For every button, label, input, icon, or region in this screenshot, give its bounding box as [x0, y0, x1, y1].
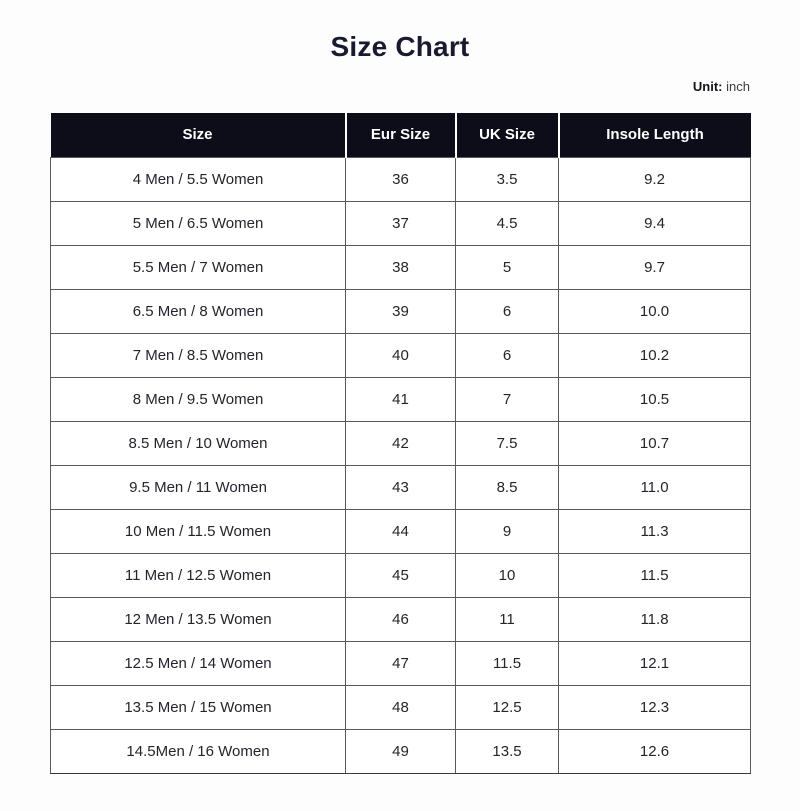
cell-eur: 48 [345, 684, 456, 730]
cell-uk: 11 [455, 596, 559, 642]
size-table-container: Size Eur Size UK Size Insole Length 4 Me… [50, 113, 751, 774]
unit-value: inch [726, 79, 750, 94]
page-title: Size Chart [330, 31, 470, 62]
table-row: 6.5 Men / 8 Women 39 6 10.0 [50, 288, 751, 334]
cell-insole: 11.5 [558, 552, 751, 598]
column-header-uk: UK Size [455, 113, 560, 157]
cell-uk: 4.5 [455, 200, 559, 246]
cell-insole: 9.4 [558, 200, 751, 246]
cell-size: 12.5 Men / 14 Women [50, 640, 346, 686]
table-row: 8 Men / 9.5 Women 41 7 10.5 [50, 376, 751, 422]
cell-eur: 47 [345, 640, 456, 686]
table-row: 4 Men / 5.5 Women 36 3.5 9.2 [50, 156, 751, 202]
unit-note: Unit: inch [693, 79, 750, 95]
column-header-eur: Eur Size [345, 113, 457, 157]
cell-uk: 10 [455, 552, 559, 598]
table-row: 14.5Men / 16 Women 49 13.5 12.6 [50, 728, 751, 774]
cell-size: 5 Men / 6.5 Women [50, 200, 346, 246]
cell-size: 9.5 Men / 11 Women [50, 464, 346, 510]
cell-insole: 9.7 [558, 244, 751, 290]
unit-label: Unit: [692, 79, 723, 94]
cell-uk: 9 [455, 508, 559, 554]
cell-eur: 40 [345, 332, 456, 378]
cell-insole: 12.1 [558, 640, 751, 686]
cell-eur: 41 [345, 376, 456, 422]
table-row: 5 Men / 6.5 Women 37 4.5 9.4 [50, 200, 751, 246]
cell-uk: 5 [455, 244, 559, 290]
cell-size: 5.5 Men / 7 Women [50, 244, 346, 290]
cell-uk: 8.5 [455, 464, 559, 510]
table-row: 12.5 Men / 14 Women 47 11.5 12.1 [50, 640, 751, 686]
table-body: 4 Men / 5.5 Women 36 3.5 9.2 5 Men / 6.5 Wom… [50, 156, 751, 774]
cell-eur: 49 [345, 728, 456, 774]
table-row: 13.5 Men / 15 Women 48 12.5 12.3 [50, 684, 751, 730]
cell-uk: 13.5 [455, 728, 559, 774]
cell-insole: 12.6 [558, 728, 751, 774]
cell-uk: 6 [455, 288, 559, 334]
cell-size: 13.5 Men / 15 Women [50, 684, 346, 730]
cell-insole: 9.2 [558, 156, 751, 202]
table-row: 8.5 Men / 10 Women 42 7.5 10.7 [50, 420, 751, 466]
cell-eur: 38 [345, 244, 456, 290]
table-header: Size Eur Size UK Size Insole Length [50, 113, 751, 157]
cell-eur: 45 [345, 552, 456, 598]
cell-eur: 39 [345, 288, 456, 334]
cell-uk: 11.5 [455, 640, 559, 686]
cell-uk: 7.5 [455, 420, 559, 466]
cell-insole: 10.0 [558, 288, 751, 334]
table-header-row: Size Eur Size UK Size Insole Length [50, 113, 751, 157]
table-row: 12 Men / 13.5 Women 46 11 11.8 [50, 596, 751, 642]
size-chart-table: Size Eur Size UK Size Insole Length 4 Me… [50, 113, 751, 774]
cell-eur: 36 [345, 156, 456, 202]
table-row: 9.5 Men / 11 Women 43 8.5 11.0 [50, 464, 751, 510]
cell-size: 10 Men / 11.5 Women [50, 508, 346, 554]
cell-size: 8.5 Men / 10 Women [50, 420, 346, 466]
cell-size: 6.5 Men / 8 Women [50, 288, 346, 334]
cell-size: 8 Men / 9.5 Women [50, 376, 346, 422]
cell-insole: 10.7 [558, 420, 751, 466]
cell-uk: 3.5 [455, 156, 559, 202]
cell-uk: 12.5 [455, 684, 559, 730]
cell-insole: 11.8 [558, 596, 751, 642]
table-row: 10 Men / 11.5 Women 44 9 11.3 [50, 508, 751, 554]
cell-eur: 46 [345, 596, 456, 642]
cell-size: 12 Men / 13.5 Women [50, 596, 346, 642]
cell-eur: 44 [345, 508, 456, 554]
cell-insole: 11.0 [558, 464, 751, 510]
cell-eur: 37 [345, 200, 456, 246]
cell-insole: 10.5 [558, 376, 751, 422]
column-header-size: Size [50, 113, 347, 157]
cell-uk: 6 [455, 332, 559, 378]
cell-insole: 11.3 [558, 508, 751, 554]
cell-size: 4 Men / 5.5 Women [50, 156, 346, 202]
cell-size: 11 Men / 12.5 Women [50, 552, 346, 598]
column-header-insole: Insole Length [558, 113, 751, 157]
cell-eur: 42 [345, 420, 456, 466]
table-row: 11 Men / 12.5 Women 45 10 11.5 [50, 552, 751, 598]
cell-size: 7 Men / 8.5 Women [50, 332, 346, 378]
cell-insole: 10.2 [558, 332, 751, 378]
table-row: 7 Men / 8.5 Women 40 6 10.2 [50, 332, 751, 378]
cell-eur: 43 [345, 464, 456, 510]
cell-uk: 7 [455, 376, 559, 422]
table-row: 5.5 Men / 7 Women 38 5 9.7 [50, 244, 751, 290]
cell-size: 14.5Men / 16 Women [50, 728, 346, 774]
cell-insole: 12.3 [558, 684, 751, 730]
